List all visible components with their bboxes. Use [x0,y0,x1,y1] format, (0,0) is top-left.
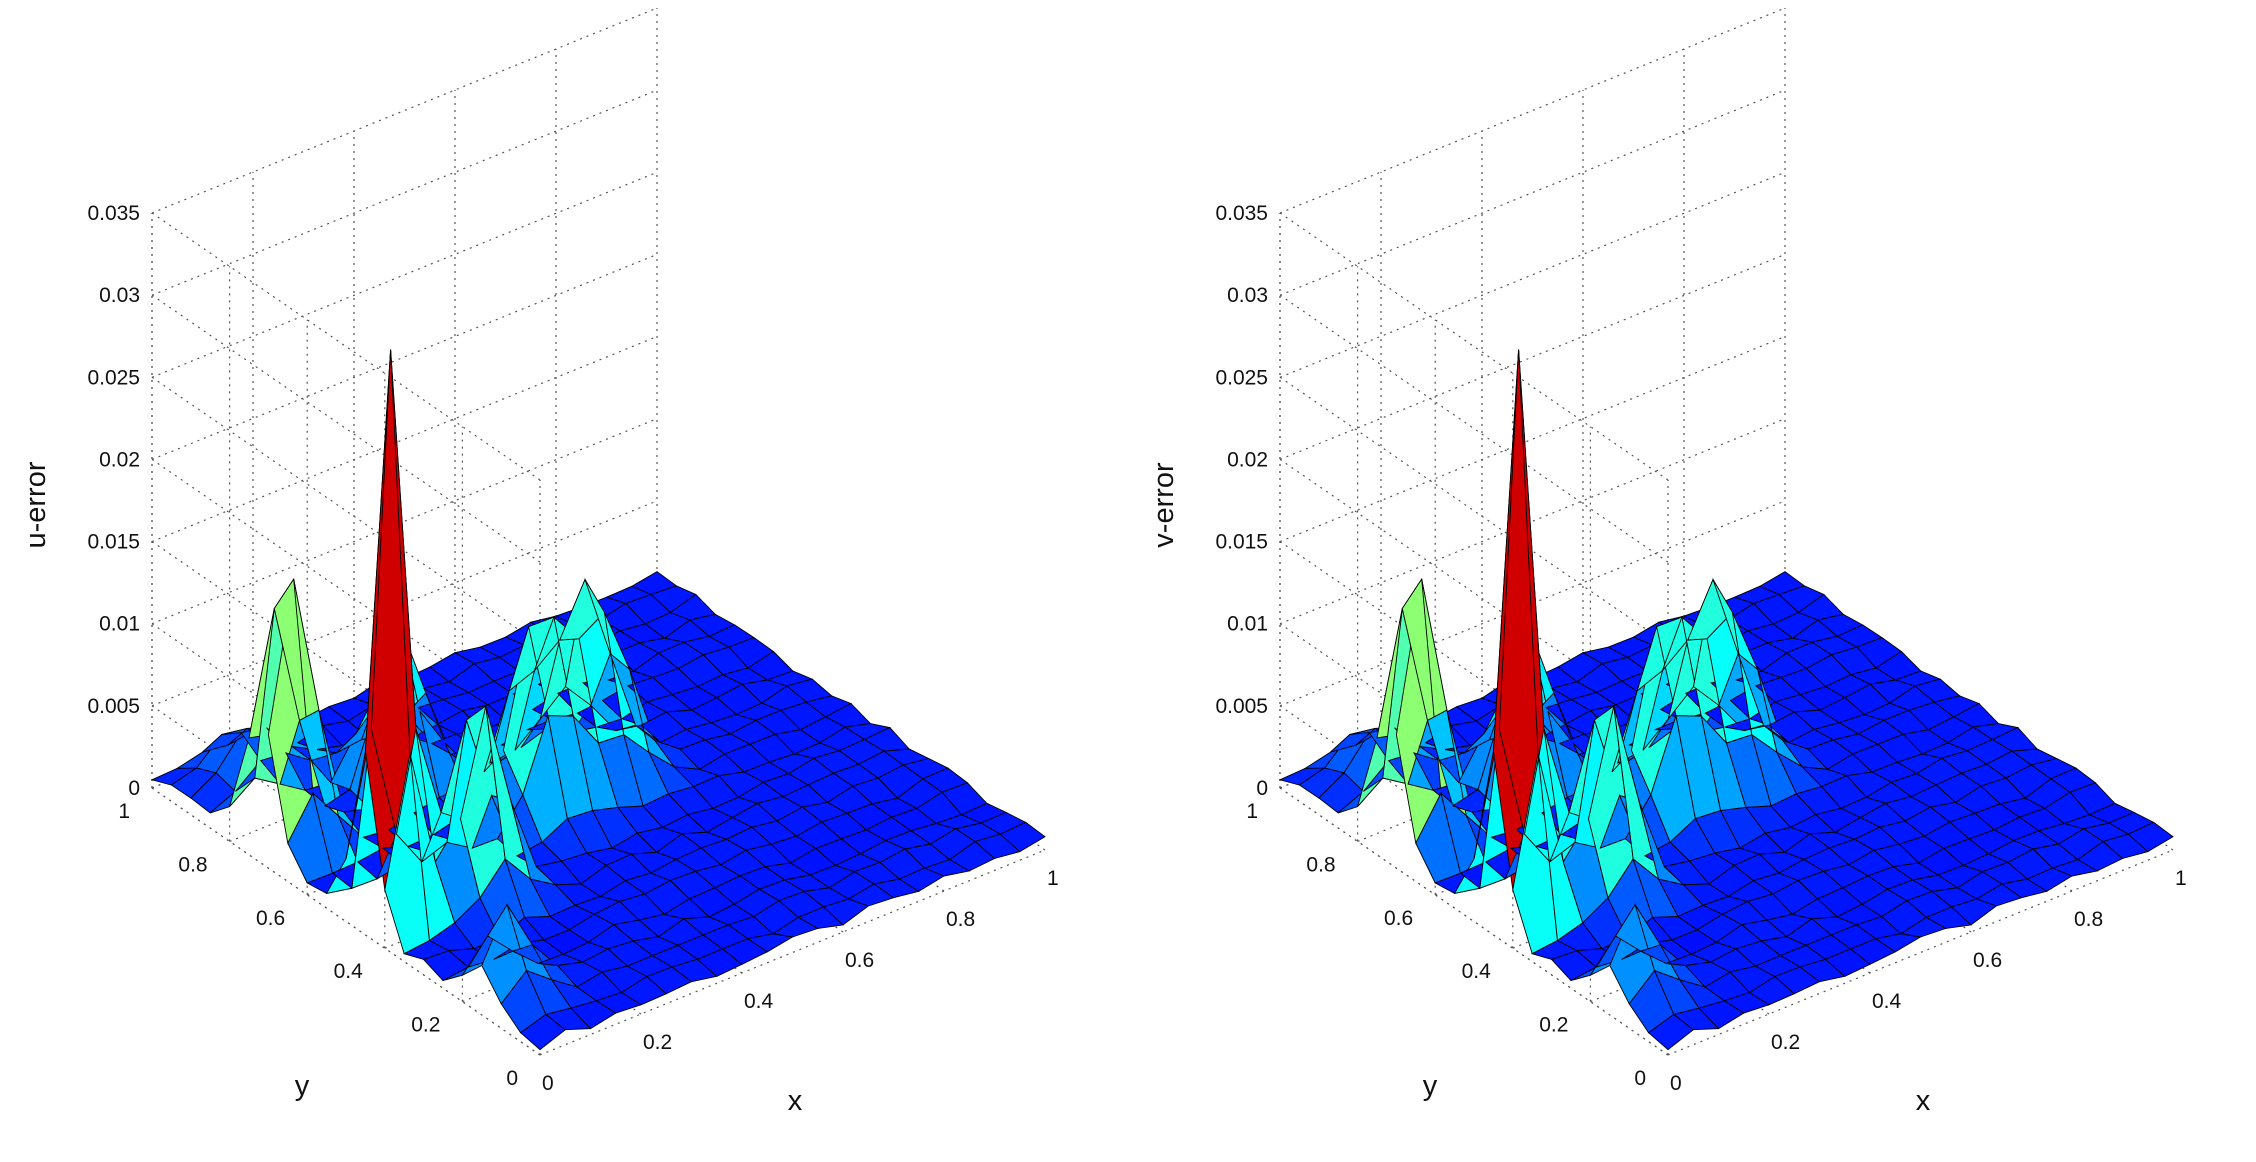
x-tick-label: 0.4 [1872,990,1902,1013]
y-tick-label: 0.8 [178,853,207,876]
x-tick-label: 0.8 [946,908,975,931]
y-tick-label: 0.2 [1539,1014,1568,1037]
y-tick-label: 0 [506,1067,518,1090]
y-tick-label: 0 [1634,1067,1646,1090]
z-tick-label: 0.005 [1215,695,1268,718]
grid-line [151,336,658,543]
grid-line [1279,212,1669,481]
z-tick-label: 0.02 [1227,448,1268,471]
grid-line [1279,336,1786,543]
surface-plot-v-error: 0 0.005 0.01 0.015 0.02 0.025 0.03 0.035 0 0.2 0.4… [1148,7,2187,1117]
y-tick-label: 0.6 [256,907,285,930]
surface-patch [999,821,1046,853]
grid-line [1279,7,1786,214]
z-tick-label: 0.01 [99,613,140,636]
x-tick-label: 0.2 [643,1031,672,1054]
grid-line [151,7,658,214]
grid-line [151,89,658,296]
y-tick-label: 0.4 [1462,960,1492,983]
y-tick-label: 0.8 [1306,853,1335,876]
x-tick-label: 0 [542,1072,554,1095]
grid-line [151,171,658,378]
grid-line [151,294,541,563]
y-tick-label: 0.6 [1384,907,1413,930]
grid-line [151,376,541,645]
grid-line [1279,294,1669,563]
x-tick-label: 0.6 [1973,949,2002,972]
y-tick-label: 0.2 [411,1014,440,1037]
grid-line [1279,376,1669,645]
z-tick-label: 0 [1256,777,1268,800]
z-axis-label: v-error [1148,462,1180,548]
z-tick-label: 0.01 [1227,613,1268,636]
z-tick-label: 0.02 [99,448,140,471]
grid-line [151,253,658,460]
z-tick-label: 0.03 [1227,284,1268,307]
tick-labels: 0 0.005 0.01 0.015 0.02 0.025 0.03 0.035 0 0.2 0.4… [87,202,1058,1095]
z-tick-label: 0.005 [87,695,140,718]
grid-line [1279,171,1786,378]
y-axis-label: y [295,1070,310,1102]
z-tick-label: 0 [128,777,140,800]
grid-line [1279,787,1669,1056]
x-tick-label: 1 [1047,867,1059,890]
chart-u-error: 0 0.005 0.01 0.015 0.02 0.025 0.03 0.035 0 0.2 0.4… [20,7,1059,1117]
x-tick-label: 0 [1670,1072,1682,1095]
z-tick-label: 0.03 [99,284,140,307]
surface-patch [2127,821,2174,853]
x-tick-label: 0.4 [744,990,774,1013]
x-tick-label: 0.8 [2074,908,2103,931]
z-tick-label: 0.035 [1215,202,1268,225]
y-tick-label: 1 [1246,800,1258,823]
z-tick-label: 0.015 [1215,531,1268,554]
y-axis-label: y [1423,1070,1438,1102]
x-axis-label: x [1916,1085,1931,1117]
chart-v-error: 0 0.005 0.01 0.015 0.02 0.025 0.03 0.035 0 0.2 0.4… [1128,0,2256,1162]
surface-plot-u-error: 0 0.005 0.01 0.015 0.02 0.025 0.03 0.035 0 0.2 0.4… [20,7,1059,1117]
tick-labels: 0 0.005 0.01 0.015 0.02 0.025 0.03 0.035 0 0.2 0.4… [1215,202,2186,1095]
x-tick-label: 0.2 [1771,1031,1800,1054]
y-tick-label: 0.4 [334,960,364,983]
grid-line [1279,253,1786,460]
y-tick-label: 1 [118,800,130,823]
z-tick-label: 0.025 [87,366,140,389]
x-tick-label: 1 [2175,867,2187,890]
z-tick-label: 0.025 [1215,366,1268,389]
z-tick-label: 0.035 [87,202,140,225]
surface [150,349,1046,1051]
z-axis-label: u-error [20,461,52,548]
z-tick-label: 0.015 [87,531,140,554]
x-tick-label: 0.6 [845,949,874,972]
grid-line [151,787,541,1056]
grid-line [1279,89,1786,296]
x-axis-label: x [788,1085,803,1117]
grid-line [151,212,541,481]
surface [1278,349,2174,1051]
